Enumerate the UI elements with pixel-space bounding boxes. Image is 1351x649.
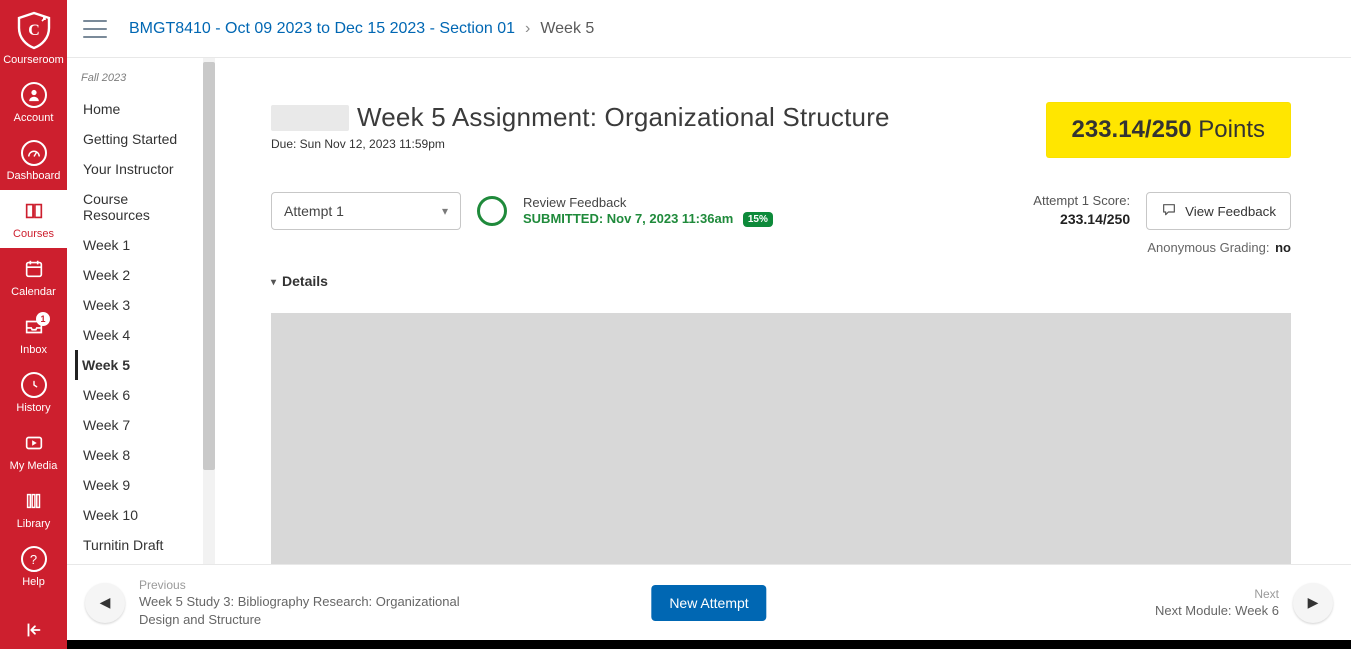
- sidebar-item-week-3[interactable]: Week 3: [79, 290, 203, 320]
- rail-item-dashboard[interactable]: Dashboard: [0, 132, 67, 190]
- prev-module-button[interactable]: ◀: [85, 583, 125, 623]
- top-bar: BMGT8410 - Oct 09 2023 to Dec 15 2023 - …: [67, 0, 1351, 58]
- similarity-badge[interactable]: 15%: [743, 212, 773, 227]
- score-total: 250: [1152, 116, 1192, 143]
- sidebar-item-week-9[interactable]: Week 9: [79, 470, 203, 500]
- sidebar-item-getting-started[interactable]: Getting Started: [79, 124, 203, 154]
- anon-value: no: [1275, 240, 1291, 255]
- assignment-score-box: 233.14/250 Points: [1046, 102, 1292, 158]
- courses-icon: [21, 198, 47, 224]
- caret-down-icon: ▾: [271, 277, 276, 288]
- history-icon: [21, 372, 47, 398]
- next-module-button[interactable]: ▶: [1293, 583, 1333, 623]
- sidebar-item-week-8[interactable]: Week 8: [79, 440, 203, 470]
- course-nav-toggle-button[interactable]: [83, 20, 107, 38]
- prev-title: Week 5 Study 3: Bibliography Research: O…: [139, 594, 460, 627]
- brand-logo-icon[interactable]: C: [14, 10, 54, 50]
- sidebar-item-week-1[interactable]: Week 1: [79, 230, 203, 260]
- prev-module-info[interactable]: Previous Week 5 Study 3: Bibliography Re…: [139, 577, 499, 628]
- main-content: Week 5 Assignment: Organizational Struct…: [215, 58, 1351, 564]
- details-label: Details: [282, 273, 328, 289]
- rail-item-history[interactable]: History: [0, 364, 67, 422]
- score-earned: 233.14: [1072, 116, 1145, 143]
- rail-item-courses[interactable]: Courses: [0, 190, 67, 248]
- chevron-down-icon: ▾: [442, 204, 448, 218]
- rail-label: History: [16, 402, 50, 414]
- sidebar-item-week-5[interactable]: Week 5: [75, 350, 203, 380]
- rail-label: Help: [22, 576, 45, 588]
- inbox-badge: 1: [36, 312, 50, 326]
- attempt-score-label: Attempt 1 Score:: [1033, 193, 1130, 210]
- rail-item-inbox[interactable]: 1 Inbox: [0, 306, 67, 364]
- brand-name: Courseroom: [3, 54, 64, 66]
- global-nav-rail: C Courseroom Account Dashboard Courses: [0, 0, 67, 649]
- sidebar-item-home[interactable]: Home: [79, 94, 203, 124]
- rail-label: Courses: [13, 228, 54, 240]
- dashboard-icon: [21, 140, 47, 166]
- sidebar-item-week-7[interactable]: Week 7: [79, 410, 203, 440]
- breadcrumb-separator: ›: [525, 20, 530, 38]
- module-footer-nav: ◀ Previous Week 5 Study 3: Bibliography …: [67, 564, 1351, 640]
- rail-item-library[interactable]: Library: [0, 480, 67, 538]
- view-feedback-button[interactable]: View Feedback: [1146, 192, 1291, 230]
- submitted-timestamp: SUBMITTED: Nov 7, 2023 11:36am: [523, 211, 733, 226]
- attempt-selector-value: Attempt 1: [284, 203, 344, 219]
- attempt-selector[interactable]: Attempt 1 ▾: [271, 192, 461, 230]
- window-bottom-bar: [67, 640, 1351, 649]
- sidebar-item-week-4[interactable]: Week 4: [79, 320, 203, 350]
- sidebar-item-week-2[interactable]: Week 2: [79, 260, 203, 290]
- sidebar-item-turnitin-draft[interactable]: Turnitin Draft: [79, 530, 203, 560]
- next-module-info[interactable]: Next Next Module: Week 6: [1155, 586, 1279, 620]
- sidebar-scrollbar-thumb[interactable]: [203, 62, 215, 470]
- details-toggle[interactable]: ▾ Details: [271, 273, 1291, 289]
- breadcrumb: BMGT8410 - Oct 09 2023 to Dec 15 2023 - …: [129, 20, 594, 38]
- review-feedback-label[interactable]: Review Feedback: [523, 195, 773, 211]
- rail-item-mymedia[interactable]: My Media: [0, 422, 67, 480]
- rail-item-help[interactable]: ? Help: [0, 538, 67, 596]
- assignment-due-date: Due: Sun Nov 12, 2023 11:59pm: [271, 137, 890, 151]
- new-attempt-button[interactable]: New Attempt: [651, 585, 766, 621]
- breadcrumb-current: Week 5: [540, 20, 594, 38]
- rail-label: Dashboard: [7, 170, 61, 182]
- anon-label: Anonymous Grading:: [1147, 240, 1269, 255]
- view-feedback-label: View Feedback: [1185, 204, 1276, 219]
- calendar-icon: [21, 256, 47, 282]
- account-icon: [21, 82, 47, 108]
- sidebar-item-course-resources[interactable]: Course Resources: [79, 184, 203, 230]
- sidebar-item-your-instructor[interactable]: Your Instructor: [79, 154, 203, 184]
- next-title: Next Module: Week 6: [1155, 603, 1279, 618]
- feedback-icon: [1161, 202, 1177, 221]
- sidebar-item-week-6[interactable]: Week 6: [79, 380, 203, 410]
- help-icon: ?: [21, 546, 47, 572]
- breadcrumb-course-link[interactable]: BMGT8410 - Oct 09 2023 to Dec 15 2023 - …: [129, 20, 515, 38]
- rail-item-calendar[interactable]: Calendar: [0, 248, 67, 306]
- attempt-score: Attempt 1 Score: 233.14/250: [1033, 193, 1130, 228]
- rail-item-account[interactable]: Account: [0, 74, 67, 132]
- prev-label: Previous: [139, 577, 499, 593]
- sidebar-item-week-10[interactable]: Week 10: [79, 500, 203, 530]
- rail-collapse-button[interactable]: [0, 611, 67, 649]
- redacted-badge: [271, 105, 349, 131]
- score-unit: Points: [1192, 116, 1265, 143]
- course-term-label: Fall 2023: [81, 72, 203, 84]
- assignment-title: Week 5 Assignment: Organizational Struct…: [357, 102, 890, 133]
- submission-status-icon: [477, 196, 507, 226]
- submission-preview-placeholder: [271, 313, 1291, 564]
- rail-label: Inbox: [20, 344, 47, 356]
- rail-label: Account: [14, 112, 54, 124]
- anonymous-grading: Anonymous Grading: no: [271, 240, 1291, 255]
- library-icon: [21, 488, 47, 514]
- course-nav-sidebar: Fall 2023 Home Getting Started Your Inst…: [67, 58, 203, 564]
- attempt-score-value: 233.14/250: [1033, 210, 1130, 228]
- rail-label: Calendar: [11, 286, 56, 298]
- svg-text:C: C: [28, 22, 40, 39]
- rail-label: My Media: [10, 460, 58, 472]
- media-icon: [21, 430, 47, 456]
- next-label: Next: [1155, 586, 1279, 602]
- score-sep: /: [1145, 116, 1152, 143]
- rail-label: Library: [17, 518, 51, 530]
